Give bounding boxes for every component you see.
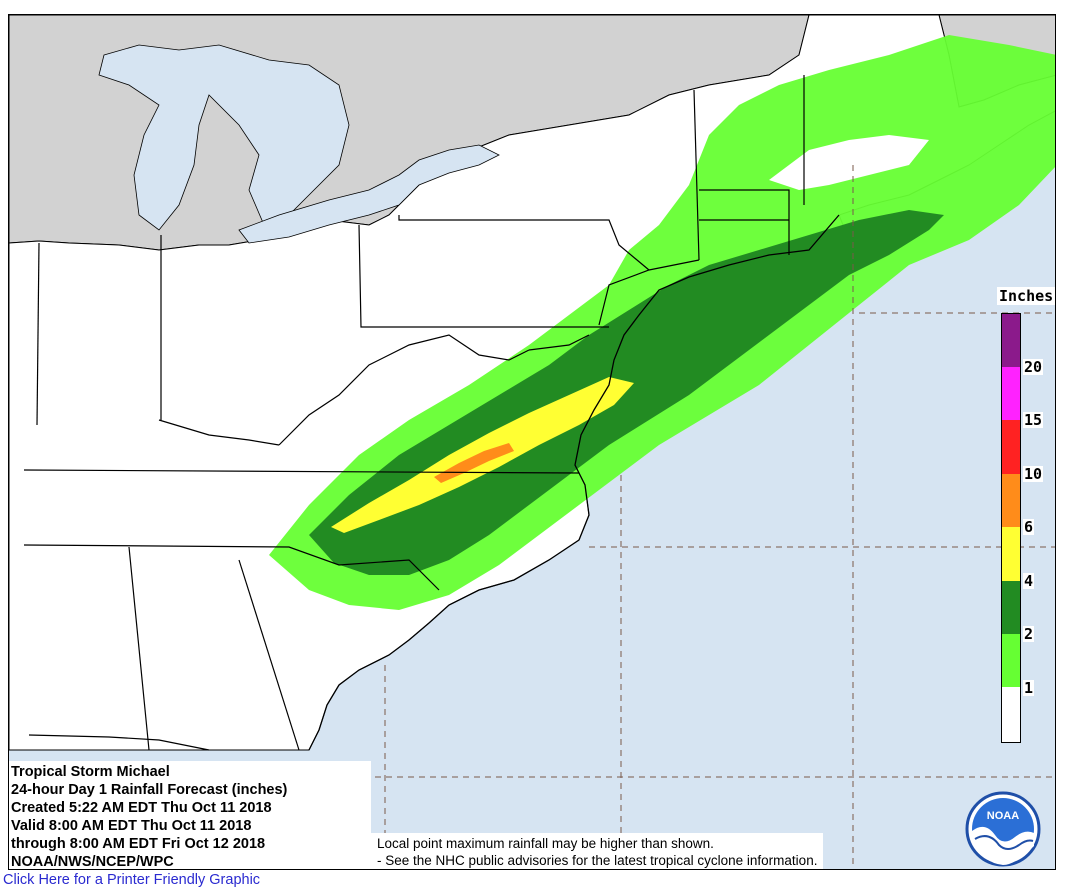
disclaimer-line-1: Local point maximum rainfall may be high… — [377, 836, 714, 851]
state-borders — [23, 75, 805, 751]
legend-tick-1: 1 — [1023, 679, 1035, 697]
rain-2-4-inches — [309, 210, 944, 575]
rain-lt1-inland — [769, 135, 929, 190]
title-source: NOAA/NWS/NCEP/WPC — [11, 854, 174, 870]
title-valid: Valid 8:00 AM EDT Thu Oct 11 2018 — [11, 818, 252, 834]
rain-6-10-inches — [434, 443, 514, 483]
title-through: through 8:00 AM EDT Fri Oct 12 2018 — [11, 836, 266, 852]
legend-title: Inches — [997, 287, 1055, 305]
legend-seg-2-4 — [1002, 581, 1020, 634]
lake-michigan-huron — [98, 44, 350, 231]
legend-seg-4-6 — [1002, 527, 1020, 581]
legend-seg-lt1 — [1002, 687, 1020, 742]
disclaimer-line-2: - See the NHC public advisories for the … — [377, 853, 818, 868]
title-block: Tropical Storm Michael 24-hour Day 1 Rai… — [9, 761, 371, 870]
lat-lon-grid — [309, 165, 1055, 869]
rainfall-shading — [269, 35, 1055, 610]
legend-tick-4: 4 — [1023, 572, 1035, 590]
legend-color-bar — [1001, 313, 1021, 743]
legend-tick-10: 10 — [1023, 465, 1044, 483]
atlantic-coastline — [308, 214, 840, 751]
legend-tick-2: 2 — [1023, 625, 1035, 643]
legend-tick-15: 15 — [1023, 411, 1044, 429]
legend-seg-gt20 — [1002, 314, 1020, 367]
legend-seg-15-20 — [1002, 367, 1020, 420]
legend-tick-20: 20 — [1023, 358, 1044, 376]
lake-erie-ontario — [238, 144, 500, 244]
map-canvas — [9, 15, 1055, 869]
disclaimer-note: Local point maximum rainfall may be high… — [371, 833, 824, 869]
legend-seg-1-2 — [1002, 634, 1020, 687]
legend-tick-6: 6 — [1023, 518, 1035, 536]
printer-friendly-link[interactable]: Click Here for a Printer Friendly Graphi… — [3, 872, 261, 888]
title-product: 24-hour Day 1 Rainfall Forecast (inches) — [11, 782, 288, 798]
title-storm-name: Tropical Storm Michael — [11, 764, 170, 780]
legend-seg-6-10 — [1002, 474, 1020, 527]
noaa-logo-text: NOAA — [987, 810, 1019, 822]
legend-seg-10-15 — [1002, 420, 1020, 474]
title-created: Created 5:22 AM EDT Thu Oct 11 2018 — [11, 800, 272, 816]
rainfall-map: Tropical Storm Michael 24-hour Day 1 Rai… — [8, 14, 1056, 870]
noaa-logo-icon: NOAA — [965, 791, 1041, 867]
